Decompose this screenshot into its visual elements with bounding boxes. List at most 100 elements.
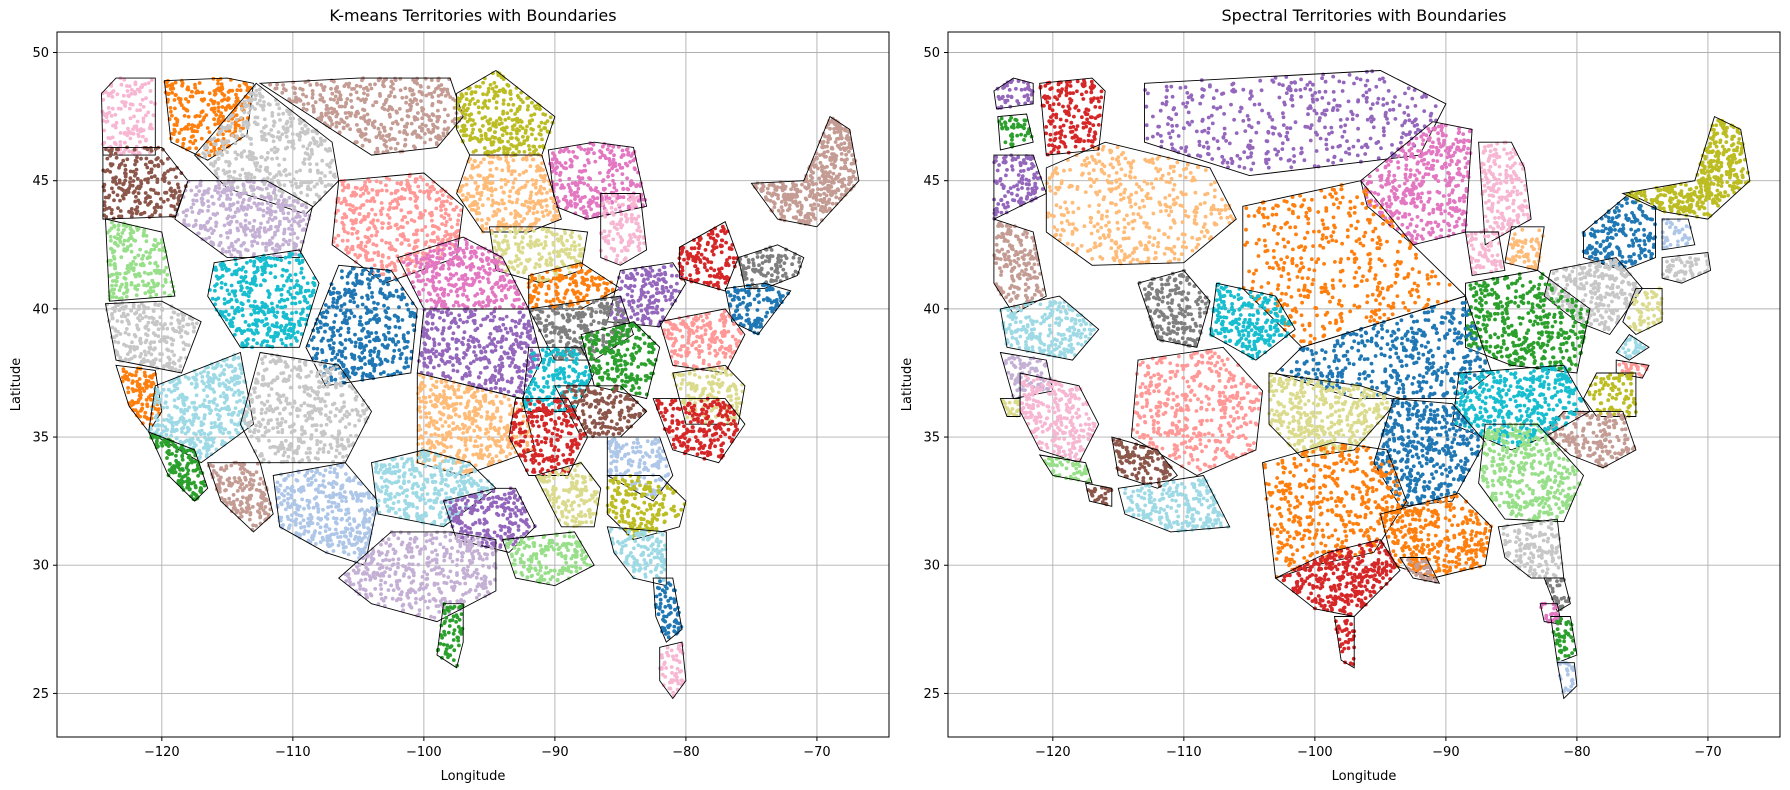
data-point (589, 188, 594, 192)
data-point (255, 241, 260, 246)
data-point (396, 319, 401, 323)
data-point (363, 188, 368, 193)
data-point (241, 313, 245, 318)
data-point (175, 202, 180, 206)
data-point (170, 90, 175, 95)
data-point (144, 96, 148, 101)
data-point (219, 128, 224, 133)
data-point (529, 279, 533, 283)
data-point (294, 181, 298, 186)
data-point (378, 180, 383, 185)
data-point (229, 192, 234, 197)
data-point (206, 150, 211, 155)
data-point (254, 270, 259, 274)
data-point (365, 235, 370, 240)
data-point (260, 95, 265, 99)
data-point (415, 117, 420, 121)
data-point (159, 205, 163, 210)
data-point (154, 292, 159, 297)
data-point (366, 330, 370, 334)
data-point (459, 96, 463, 100)
data-point (268, 226, 273, 231)
data-point (297, 117, 302, 122)
data-point (632, 166, 637, 171)
data-point (148, 89, 153, 93)
data-point (125, 89, 130, 93)
data-point (110, 283, 114, 288)
data-point (242, 276, 247, 280)
data-point (261, 213, 266, 218)
data-point (404, 95, 409, 100)
data-point (532, 204, 537, 209)
data-point (387, 325, 392, 330)
data-point (521, 134, 525, 139)
data-point (612, 153, 616, 158)
data-point (258, 98, 262, 103)
data-point (254, 321, 259, 326)
data-point (536, 199, 541, 203)
data-point (557, 150, 562, 155)
data-point (512, 169, 517, 174)
data-point (530, 178, 535, 182)
data-point (219, 281, 224, 285)
data-point (230, 272, 235, 277)
data-point (149, 200, 153, 204)
data-point (429, 297, 433, 302)
data-point (430, 103, 435, 108)
data-point (473, 101, 477, 106)
data-point (611, 145, 616, 149)
data-point (530, 157, 535, 162)
data-point (422, 190, 426, 194)
data-point (450, 225, 454, 230)
data-point (141, 105, 146, 109)
data-point (278, 325, 283, 330)
data-point (296, 200, 300, 205)
data-point (502, 285, 506, 290)
data-point (291, 139, 295, 143)
data-point (126, 269, 131, 274)
data-point (226, 117, 231, 121)
data-point (155, 180, 160, 185)
data-point (282, 227, 287, 232)
data-point (263, 278, 267, 283)
data-point (114, 182, 119, 186)
data-point (301, 106, 306, 111)
data-point (601, 186, 606, 191)
data-point (486, 86, 491, 91)
data-point (311, 346, 316, 351)
data-point (275, 228, 280, 233)
data-point (234, 136, 239, 141)
data-point (439, 92, 444, 97)
data-point (247, 198, 252, 203)
data-point (573, 244, 578, 249)
data-point (223, 266, 228, 270)
data-point (516, 264, 520, 268)
data-point (298, 86, 303, 91)
data-point (126, 126, 130, 131)
data-point (434, 135, 438, 140)
data-point (606, 241, 611, 246)
data-point (208, 216, 213, 221)
data-point (191, 141, 196, 146)
data-point (540, 199, 544, 203)
data-point (409, 121, 414, 126)
data-point (217, 131, 222, 136)
data-point (381, 221, 385, 226)
data-point (273, 263, 278, 268)
data-point (227, 206, 232, 211)
data-point (150, 278, 155, 283)
data-point (120, 100, 125, 104)
data-point (498, 305, 502, 309)
data-point (286, 332, 291, 337)
data-point (128, 176, 133, 181)
data-point (394, 119, 398, 124)
data-point (380, 343, 385, 347)
data-point (157, 268, 162, 273)
data-point (295, 279, 299, 283)
data-point (320, 114, 324, 119)
data-point (220, 267, 225, 271)
data-point (609, 205, 614, 210)
data-point (601, 178, 606, 182)
data-point (350, 208, 355, 213)
data-point (133, 152, 137, 157)
